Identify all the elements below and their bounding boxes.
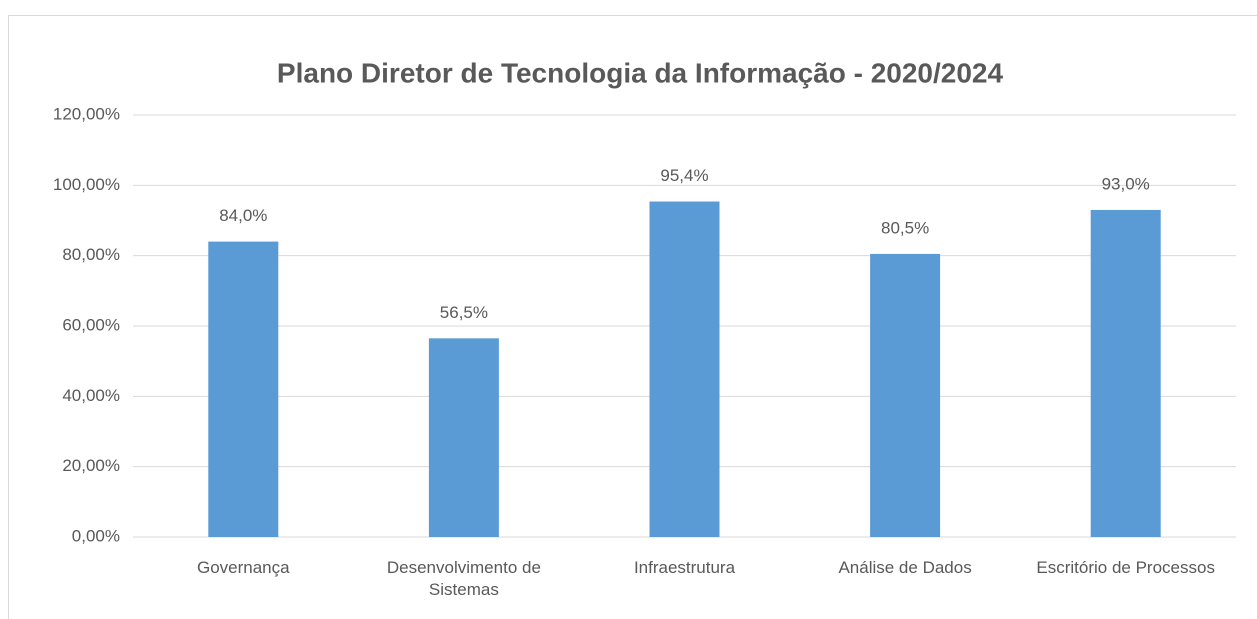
x-tick-label: Infraestrutura (633, 558, 736, 577)
x-tick-label: Escritório de Processos (1036, 558, 1215, 577)
chart-title: Plano Diretor de Tecnologia da Informaçã… (277, 57, 1004, 88)
bar (428, 338, 499, 537)
y-tick-label: 100,00% (53, 175, 120, 194)
x-tick-label: Desenvolvimento de Sistemas (386, 558, 541, 599)
bar (208, 241, 279, 537)
y-tick-label: 120,00% (53, 104, 120, 123)
y-tick-label: 40,00% (62, 386, 120, 405)
x-tick-label: Análise de Dados (838, 558, 972, 577)
data-label: 93,0% (1102, 174, 1150, 193)
y-tick-label: 80,00% (62, 245, 120, 264)
bar (870, 253, 941, 538)
x-tick-label: Governança (196, 558, 290, 577)
y-tick-label: 20,00% (62, 456, 120, 475)
y-tick-label: 0,00% (72, 526, 120, 545)
data-label: 80,5% (881, 218, 929, 237)
data-label: 56,5% (440, 303, 488, 322)
chart-frame (8, 15, 1257, 619)
data-label: 95,4% (660, 166, 708, 185)
data-label: 84,0% (219, 206, 267, 225)
bar (1090, 209, 1161, 537)
bar (649, 201, 720, 537)
y-tick-label: 60,00% (62, 315, 120, 334)
